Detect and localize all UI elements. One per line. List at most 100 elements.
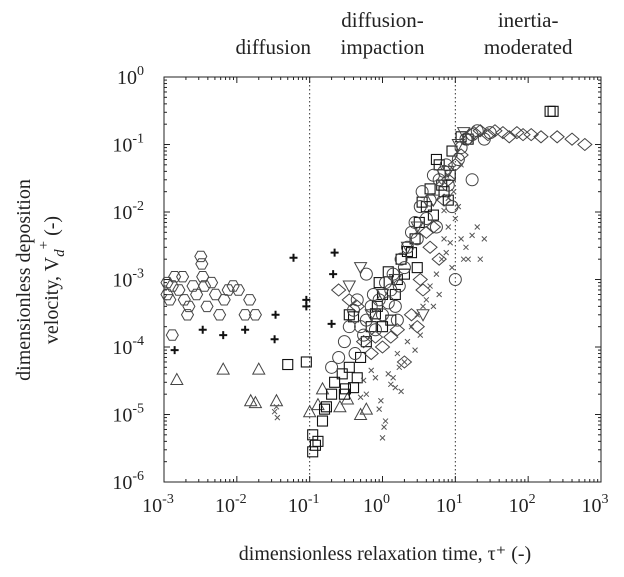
plus-marker [271,310,280,319]
x-marker [441,207,447,214]
x-tick-label: 103 [582,492,609,517]
inverted-triangle-marker [410,221,425,235]
hexagon-marker [165,329,179,341]
x-marker [436,291,443,298]
plus-marker [270,335,279,344]
square-marker [373,277,385,289]
hexagon-marker [168,271,182,283]
circle-marker [392,279,406,293]
circle-marker [364,299,378,313]
square-marker [424,183,436,195]
diamond-marker [501,130,518,144]
hexagon-marker [190,288,204,301]
square-marker [401,245,413,258]
regime-boundaries [309,77,456,482]
x-marker [368,367,375,374]
square-marker [395,253,407,265]
square-marker [326,388,338,400]
square-marker [409,233,421,245]
plus-marker [302,302,311,311]
plus-marker [330,248,339,257]
x-tick-label: 10-1 [288,492,320,517]
hexagon-marker [180,309,195,321]
x-marker [458,236,464,242]
x-marker [376,406,383,413]
diamond-marker [374,340,391,354]
x-marker [445,224,452,230]
triangle-marker [243,393,258,407]
circle-marker [359,313,373,327]
x-tick-label: 102 [509,492,536,517]
circle-marker [379,276,393,290]
square-marker [442,194,454,206]
x-marker [379,435,386,441]
inverted-triangle-marker [456,127,471,140]
data-points [160,105,593,458]
diamond-marker [418,225,435,239]
circle-marker [342,320,356,334]
circle-marker [448,273,462,286]
square-marker [547,105,559,117]
x-tick-label: 101 [436,492,463,517]
square-marker [427,209,439,221]
y-axis-label-line2: velocity, Vd+ (-) [36,216,68,344]
diamond-marker [412,272,429,287]
square-marker [300,356,312,368]
triangle-marker [359,402,374,415]
hexagon-marker [186,280,200,292]
x-marker [449,264,455,271]
triangle-marker [340,391,355,405]
x-marker [404,338,411,345]
plus-marker [219,331,228,340]
hexagon-marker [160,276,174,289]
circle-marker [429,220,443,234]
diamond-marker [495,125,511,140]
diamond-marker [466,125,482,140]
hexagon-marker [176,271,190,283]
x-marker [477,256,484,263]
y-tick-label: 10-3 [112,267,144,292]
square-marker [318,403,331,415]
inverted-triangle-marker [364,309,379,322]
y-axis-label-line1: dimensionless deposition [13,179,35,381]
diamond-marker [355,334,372,349]
inverted-triangle-marker [388,274,403,287]
circle-marker [441,178,455,192]
hexagon-marker [231,284,245,296]
circle-marker [376,308,389,322]
diamond-marker [515,127,531,142]
circle-marker [348,347,362,361]
circle-marker [332,350,346,364]
x-marker [423,296,430,303]
square-marker [389,288,401,301]
square-marker [351,372,363,384]
x-marker [408,323,415,330]
x-marker [372,374,379,381]
x-marker [436,178,443,185]
triangle-marker [315,381,330,395]
circle-marker [423,193,437,207]
x-marker [433,271,440,278]
axis-ticks: 10-3 10-2 10-1 100 101 102 103 10-6 10-5 10-4 10-3… [112,64,608,517]
circle-marker [368,323,382,337]
region-label: moderated [484,35,573,59]
hexagon-marker [213,309,227,321]
diamond-marker [480,127,496,142]
diamond-marker [396,355,413,369]
x-marker [394,350,401,357]
square-marker [309,439,321,451]
inverted-triangle-marker [342,280,357,294]
hexagon-marker [194,250,208,263]
x-marker [387,381,394,388]
diamond-marker [363,346,379,361]
circle-marker [439,158,453,172]
inverted-triangle-marker [416,309,430,322]
x-marker [427,283,433,289]
x-marker [447,239,454,246]
x-marker [465,256,472,263]
inverted-triangle-marker [375,288,390,302]
x-marker [401,359,408,365]
square-marker [343,361,355,373]
diamond-marker [415,283,431,297]
